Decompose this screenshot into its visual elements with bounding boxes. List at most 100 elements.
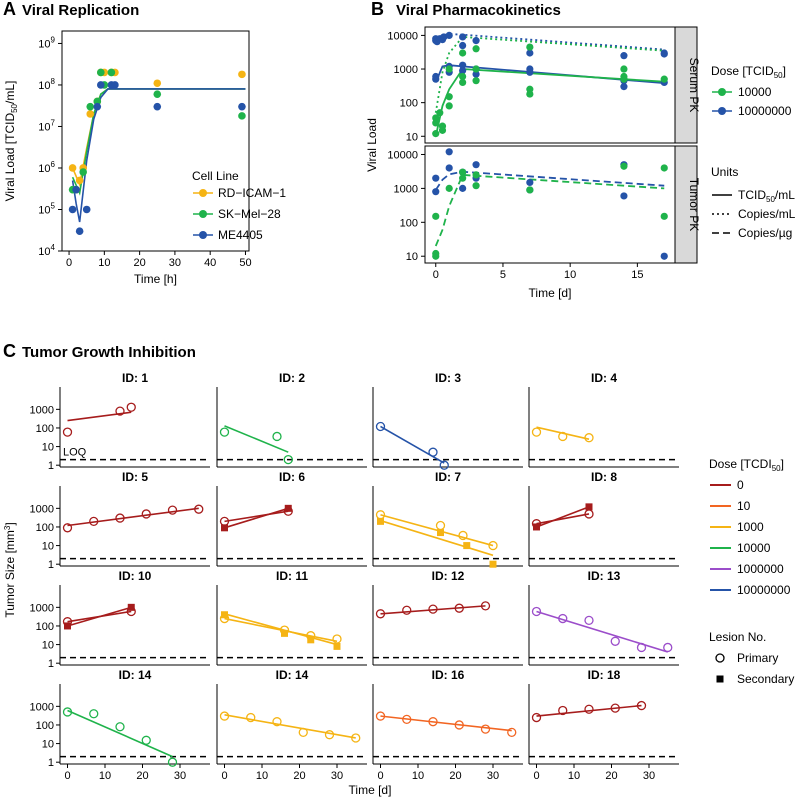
panel-c-primary-point — [435, 520, 446, 531]
panel-b-data-point — [459, 49, 467, 57]
panel-b-facet-strip — [674, 145, 698, 264]
panel-a-data-point — [75, 176, 84, 185]
panel-b-ytick-label: 100 — [400, 217, 418, 229]
panel-b-data-point — [472, 161, 480, 169]
panel-c-fit-line — [224, 510, 289, 523]
panel-c-primary-point — [558, 705, 568, 716]
panel-c-primary-point — [115, 513, 125, 523]
panel-c-secondary-point — [127, 603, 135, 611]
panel-b-data-point — [432, 174, 440, 182]
panel-b-data-point — [445, 31, 453, 40]
panel-c-primary-point — [636, 642, 647, 653]
panel-c-xtick-label: 20 — [293, 770, 305, 782]
panel-c-ytick-label: 100 — [36, 423, 54, 435]
panel-a-data-point — [68, 205, 77, 214]
panel-c-subplot-title: ID: 4 — [591, 371, 617, 385]
panel-c-fit-line — [536, 426, 590, 440]
panel-b-data-point — [445, 65, 453, 73]
panel-c-xtick-label: 0 — [533, 770, 539, 782]
panel-c-subplot-title: ID: 11 — [276, 569, 308, 583]
panel-c-primary-point — [167, 757, 178, 767]
panel-c-y-axis-title: Tumor Size [mm3] — [3, 522, 17, 617]
panel-c-secondary-point — [437, 529, 444, 537]
panel-c-xtick-label: 0 — [64, 770, 70, 782]
panel-c-secondary-point — [221, 611, 228, 619]
panel-b-data-point — [445, 102, 453, 110]
panel-c-primary-point — [428, 447, 438, 457]
panel-c-xtick-label: 10 — [568, 770, 580, 782]
panel-a-fit-line — [71, 88, 246, 223]
panel-a-xtick-label: 30 — [169, 257, 181, 269]
panel-b-units-legend-label: Copies/µg RNA — [738, 226, 796, 240]
panel-c-primary-point — [126, 402, 136, 412]
panel-c-fit-line — [380, 715, 512, 732]
panel-c-fit-line — [224, 714, 356, 739]
panel-b-x-axis-title: Time [d] — [529, 286, 572, 300]
panel-c-xtick-label: 30 — [487, 770, 499, 782]
panel-b-xtick-label: 15 — [631, 269, 643, 281]
panel-c-primary-point — [272, 717, 282, 727]
panel-c-fit-line — [67, 411, 132, 422]
panel-c-primary-point — [298, 727, 308, 738]
panel-b-data-point — [660, 212, 668, 220]
panel-c-secondary-point — [533, 523, 540, 531]
panel-c-primary-point — [454, 603, 464, 613]
panel-a-data-point — [97, 68, 105, 77]
panel-b-data-point — [472, 171, 480, 179]
panel-a-data-point — [68, 164, 77, 172]
panel-b-data-point — [660, 252, 668, 260]
panel-b-data-point — [620, 75, 628, 83]
panel-c-subplot-title: ID: 10 — [119, 569, 152, 583]
panel-a-data-point — [72, 185, 80, 194]
panel-b-facet-frame — [424, 145, 676, 264]
panel-c-ytick-label: 1 — [48, 559, 54, 571]
panel-c-subplot-title: ID: 13 — [588, 569, 621, 583]
panel-a-data-point — [238, 70, 246, 79]
panel-c-secondary-point — [64, 622, 71, 630]
panel-a-data-point — [153, 79, 162, 88]
panel-c-primary-point — [246, 712, 256, 723]
panel-c-dose-legend-label: 0 — [737, 478, 744, 492]
panel-c-primary-point — [488, 540, 498, 551]
panel-a-data-point — [238, 102, 246, 111]
panel-c-ytick-label: 100 — [36, 621, 54, 633]
panel-c-xtick-label: 10 — [256, 770, 268, 782]
panel-c-subplot-title: ID: 3 — [435, 371, 461, 385]
panel-c-fit-line — [67, 507, 199, 527]
panel-c-secondary-point — [489, 560, 497, 568]
panel-c-primary-point — [428, 717, 438, 727]
panel-c-fit-line — [380, 519, 494, 557]
panel-b-data-point — [432, 119, 440, 127]
panel-c-secondary-point — [307, 636, 315, 644]
panel-c-primary-point — [283, 454, 293, 465]
panel-b-data-point — [660, 75, 668, 83]
panel-c-secondary-point — [333, 642, 341, 650]
panel-c-primary-point — [62, 427, 73, 437]
panel-a-y-axis-title: Viral Load [TCID50/mL] — [3, 81, 19, 202]
panel-b-data-point — [620, 52, 628, 60]
panel-a-data-point — [82, 205, 91, 214]
panel-b-title: Viral Pharmacokinetics — [396, 2, 561, 19]
panel-c-primary-point — [458, 530, 468, 541]
panel-c-dose-legend-label: 1000 — [737, 520, 764, 534]
panel-b-data-point — [526, 43, 534, 51]
panel-c-subplot-title: ID: 1 — [122, 371, 148, 385]
panel-c-x-axis-title: Time [d] — [349, 783, 392, 797]
panel-c-subplot-title: ID: 5 — [122, 470, 148, 484]
panel-b-data-point — [526, 49, 534, 57]
panel-b-units-legend-title: Units — [711, 165, 738, 179]
panel-c-dose-legend-label: 10 — [737, 499, 751, 513]
panel-c-xtick-label: 10 — [412, 770, 424, 782]
panel-a-xtick-label: 40 — [204, 257, 216, 269]
panel-b-data-point — [472, 65, 480, 73]
panel-a-legend-swatch — [199, 231, 207, 239]
panel-c-dose-legend-label: 10000000 — [737, 583, 791, 597]
panel-c-dose-legend-title: Dose [TCDI50] — [709, 457, 784, 473]
panel-c-ytick-label: 10 — [42, 739, 54, 751]
panel-a-plot-frame — [61, 30, 250, 252]
panel-b-data-point — [620, 192, 628, 200]
panel-c-primary-point — [584, 615, 594, 626]
panel-a-legend-swatch — [199, 210, 207, 218]
panel-c-fit-line — [536, 704, 642, 717]
